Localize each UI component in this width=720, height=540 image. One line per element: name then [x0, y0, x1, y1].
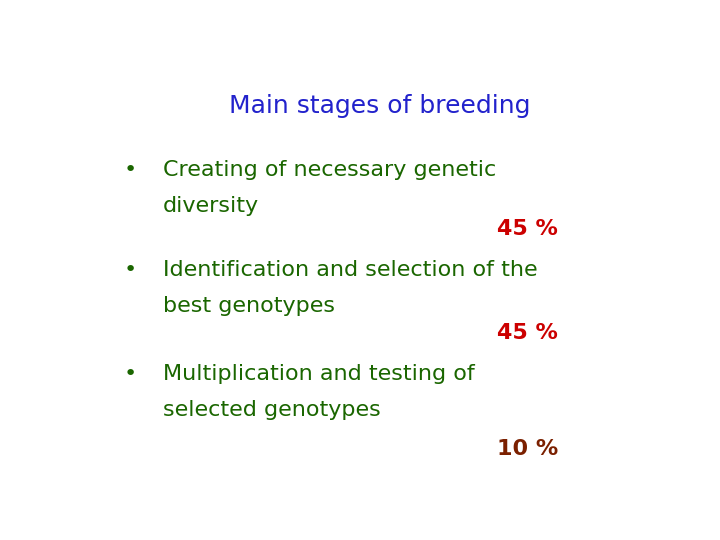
Text: Multiplication and testing of: Multiplication and testing of: [163, 364, 474, 384]
Text: •: •: [124, 160, 137, 180]
Text: best genotypes: best genotypes: [163, 295, 335, 315]
Text: Identification and selection of the: Identification and selection of the: [163, 260, 537, 280]
Text: •: •: [124, 260, 137, 280]
Text: selected genotypes: selected genotypes: [163, 400, 380, 420]
Text: Main stages of breeding: Main stages of breeding: [230, 94, 531, 118]
Text: 10 %: 10 %: [498, 439, 559, 459]
Text: 45 %: 45 %: [498, 322, 558, 342]
Text: diversity: diversity: [163, 196, 258, 216]
Text: •: •: [124, 364, 137, 384]
Text: Creating of necessary genetic: Creating of necessary genetic: [163, 160, 496, 180]
Text: 45 %: 45 %: [498, 219, 558, 239]
